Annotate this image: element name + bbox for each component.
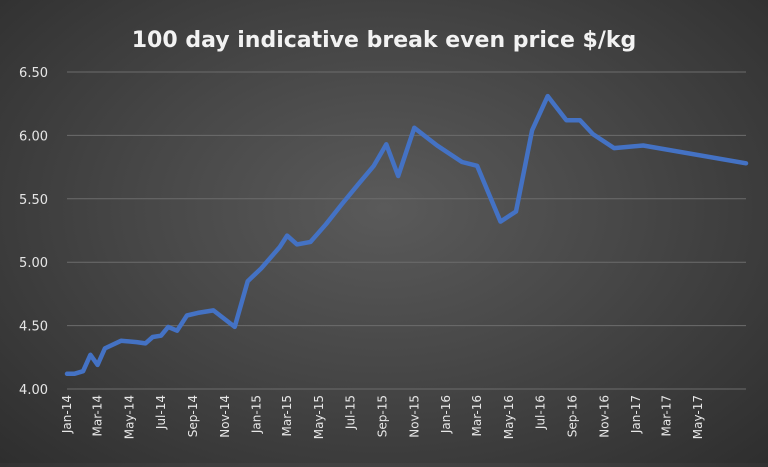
- x-tick-label: Jan-16: [439, 395, 453, 434]
- x-tick-label: Mar-16: [470, 395, 484, 436]
- x-tick-label: Mar-14: [91, 395, 105, 436]
- x-tick-label: Sep-16: [566, 395, 580, 437]
- series-line: [64, 93, 749, 377]
- x-tick-label: Jul-14: [154, 395, 168, 430]
- y-tick-label: 5.00: [19, 256, 48, 271]
- series-layer: [64, 93, 749, 377]
- y-axis: 4.00 4.50 5.00 5.50 6.00 6.50: [19, 66, 48, 398]
- x-tick-label: Jul-15: [343, 395, 357, 430]
- x-axis: Jan-14 Mar-14 May-14 Jul-14 Sep-14 Nov-14 Jan-…: [60, 395, 705, 439]
- y-tick-label: 5.50: [19, 193, 48, 208]
- x-tick-label: Nov-14: [218, 395, 232, 438]
- x-tick-label: Nov-16: [597, 395, 611, 438]
- x-tick-label: Mar-15: [280, 395, 294, 436]
- x-tick-label: Jul-16: [533, 395, 547, 430]
- gridlines: [67, 71, 746, 390]
- y-tick-label: 4.50: [19, 320, 48, 335]
- x-tick-label: May-14: [122, 395, 136, 439]
- x-tick-label: Sep-14: [186, 395, 200, 437]
- y-tick-label: 4.00: [19, 383, 48, 398]
- chart-title: 100 day indicative break even price $/kg: [132, 28, 637, 53]
- x-tick-label: Mar-17: [660, 395, 674, 436]
- x-tick-label: May-17: [691, 395, 705, 439]
- y-tick-label: 6.00: [19, 129, 48, 144]
- x-tick-label: Jan-14: [60, 395, 74, 434]
- x-tick-label: May-15: [312, 395, 326, 439]
- x-tick-label: May-16: [502, 395, 516, 439]
- x-tick-label: Jan-17: [629, 395, 643, 434]
- y-tick-label: 6.50: [19, 66, 48, 81]
- x-tick-label: Jan-15: [249, 395, 263, 434]
- x-tick-label: Nov-15: [407, 395, 421, 438]
- x-tick-label: Sep-15: [376, 395, 390, 437]
